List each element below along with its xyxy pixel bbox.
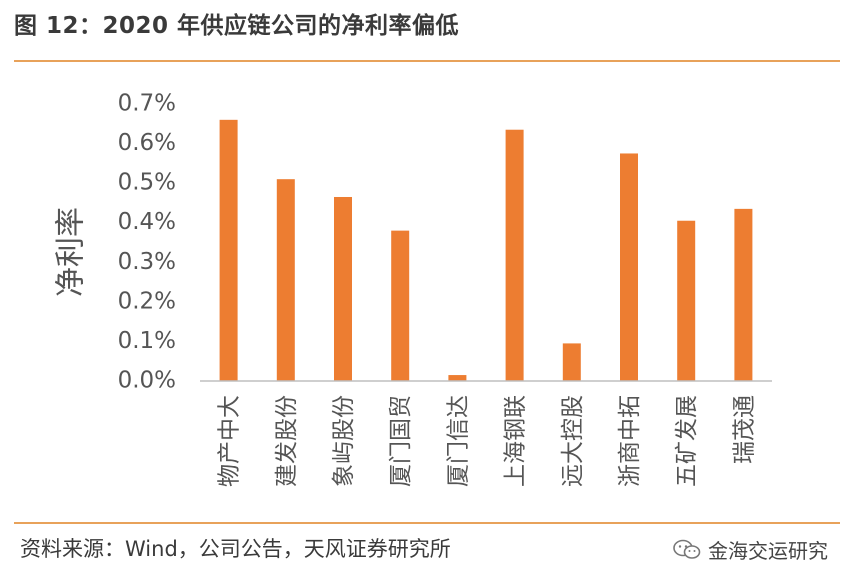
x-category-label: 五矿发展 [674, 395, 700, 487]
y-tick-label: 0.7% [118, 91, 176, 117]
y-tick-label: 0.3% [118, 249, 176, 275]
x-category-label: 厦门国贸 [388, 395, 414, 487]
wechat-icon [673, 539, 701, 559]
x-category-label: 物产中大 [217, 395, 243, 487]
y-tick-label: 0.0% [118, 368, 176, 394]
bar [620, 153, 638, 381]
bar [562, 343, 581, 381]
bar [505, 129, 524, 381]
top-divider [14, 60, 840, 62]
brand-name: 金海交运研究 [708, 539, 828, 563]
y-tick-label: 0.2% [118, 288, 176, 314]
x-axis-categories: 物产中大 建发股份 象屿股份 厦门国贸 厦门信达 上海钢联 远大控股 浙商中拓 五矿发展 瑞茂通 [217, 395, 758, 487]
bottom-divider [14, 522, 840, 524]
y-tick-label: 0.6% [118, 130, 176, 156]
y-tick-label: 0.4% [118, 209, 176, 235]
chart-title: 图 12：2020 年供应链公司的净利率偏低 [14, 13, 460, 39]
source-note: 资料来源：Wind，公司公告，天风证券研究所 [20, 537, 451, 561]
x-category-label: 浙商中拓 [617, 395, 643, 487]
bar-chart: 0.0% 0.1% 0.2% 0.3% 0.4% 0.5% 0.6% 0.7% 净利率 物产中… [54, 91, 772, 487]
x-category-label: 象屿股份 [331, 395, 357, 487]
bar [334, 196, 352, 381]
y-axis-label: 净利率 [54, 207, 89, 297]
y-tick-label: 0.5% [118, 170, 176, 196]
bar [677, 220, 696, 381]
y-tick-label: 0.1% [118, 328, 176, 354]
bar [448, 375, 467, 381]
x-category-label: 远大控股 [560, 395, 586, 487]
y-axis-ticks: 0.0% 0.1% 0.2% 0.3% 0.4% 0.5% 0.6% 0.7% [118, 91, 176, 394]
x-category-label: 厦门信达 [445, 395, 471, 487]
bar [391, 230, 410, 381]
x-category-label: 建发股份 [274, 395, 300, 487]
x-category-label: 瑞茂通 [731, 395, 757, 464]
brand-watermark: 金海交运研究 [672, 535, 828, 564]
bars [219, 119, 753, 381]
bar [734, 208, 753, 381]
bar [219, 119, 238, 381]
bar [276, 179, 295, 381]
x-category-label: 上海钢联 [503, 395, 529, 487]
